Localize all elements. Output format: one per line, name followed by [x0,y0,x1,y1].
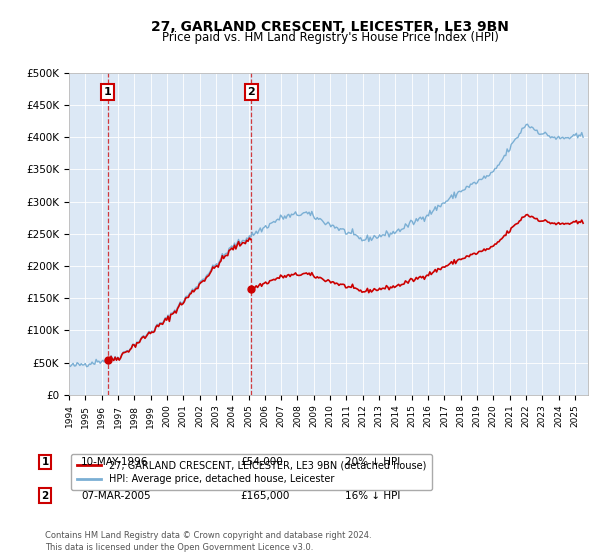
Text: £165,000: £165,000 [240,491,289,501]
Text: 1: 1 [41,457,49,467]
Text: 2: 2 [41,491,49,501]
Text: 2: 2 [248,87,256,97]
Text: 1: 1 [104,87,112,97]
Text: Price paid vs. HM Land Registry's House Price Index (HPI): Price paid vs. HM Land Registry's House … [161,31,499,44]
Text: £54,000: £54,000 [240,457,283,467]
Text: Contains HM Land Registry data © Crown copyright and database right 2024.
This d: Contains HM Land Registry data © Crown c… [45,531,371,552]
Text: 27, GARLAND CRESCENT, LEICESTER, LE3 9BN: 27, GARLAND CRESCENT, LEICESTER, LE3 9BN [151,20,509,34]
Text: 10-MAY-1996: 10-MAY-1996 [81,457,148,467]
Text: 20% ↓ HPI: 20% ↓ HPI [345,457,400,467]
Legend: 27, GARLAND CRESCENT, LEICESTER, LE3 9BN (detached house), HPI: Average price, d: 27, GARLAND CRESCENT, LEICESTER, LE3 9BN… [71,454,433,490]
Text: 16% ↓ HPI: 16% ↓ HPI [345,491,400,501]
Text: 07-MAR-2005: 07-MAR-2005 [81,491,151,501]
